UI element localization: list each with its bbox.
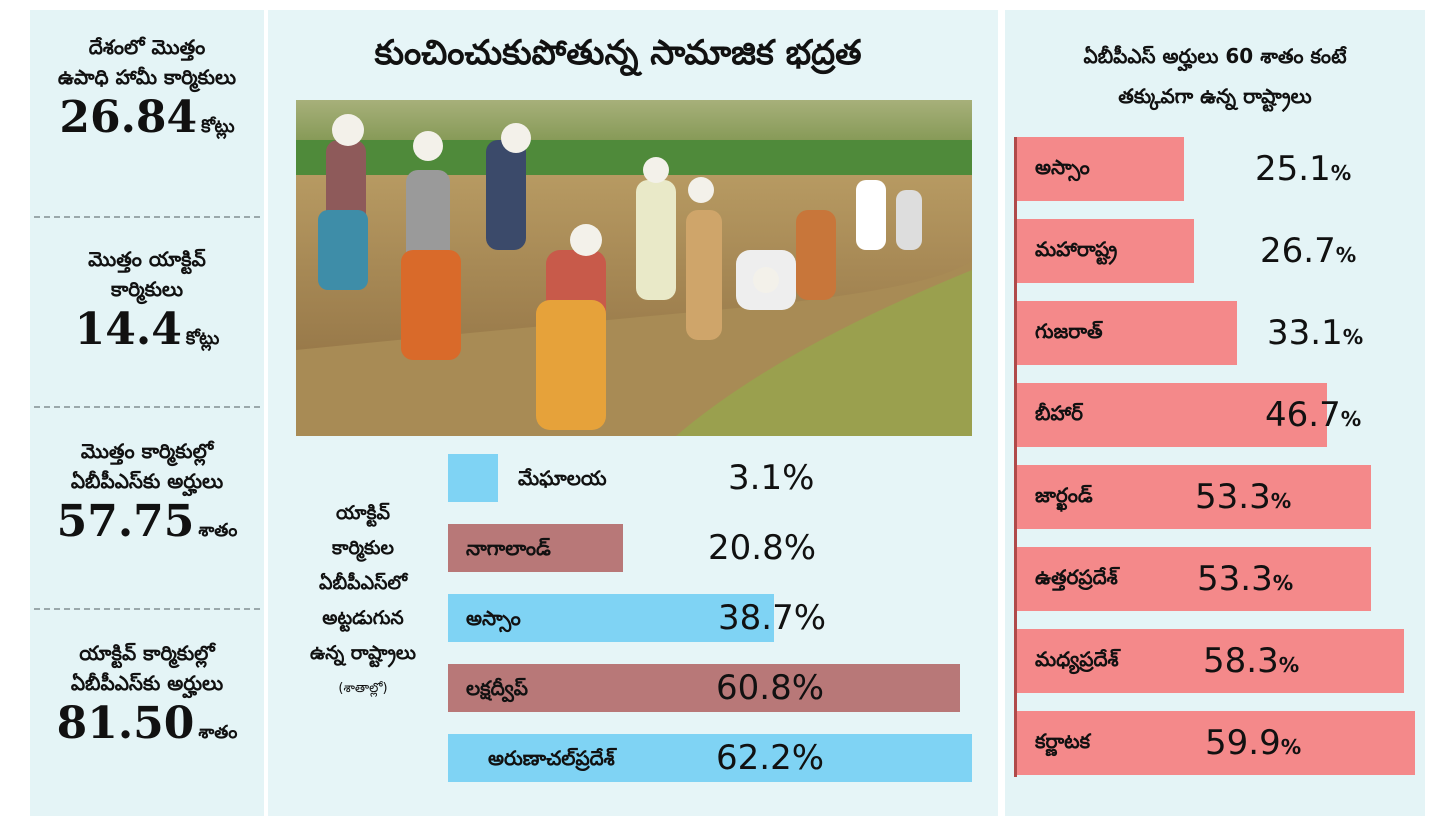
divider (34, 406, 260, 408)
stat-abps-eligible-active: యాక్టివ్ కార్మికుల్లో ఏబీపీఎస్‌కు అర్హుల… (30, 638, 264, 759)
bar (448, 524, 624, 572)
bar-value-label: 3.1% (728, 458, 815, 498)
stat-total-workers: దేశంలో మొత్తం ఉపాధి హామీ కార్మికులు 26.8… (30, 32, 264, 153)
workers-field-photo (296, 100, 972, 436)
bar-category-label: అస్సాం (1035, 155, 1090, 179)
bar-value-label: 58.3% (1203, 641, 1300, 681)
left-stats-panel: దేశంలో మొత్తం ఉపాధి హామీ కార్మికులు 26.8… (30, 10, 264, 816)
page-title: కుంచించుకుపోతున్న సామాజిక భద్రత (374, 33, 862, 73)
stat-unit: కోట్లు (201, 116, 235, 137)
bar-value-label: 53.3% (1197, 559, 1294, 599)
bar (1017, 547, 1372, 611)
stat-value-row: 81.50 శాతం (30, 698, 264, 759)
caption-line: కార్మికుల (332, 537, 394, 559)
stat-number: 57.75 (56, 496, 195, 547)
bar (1017, 465, 1372, 529)
bar-category-label: లక్షద్వీప్ (466, 676, 528, 700)
stat-abps-eligible-total: మొత్తం కార్మికుల్లో ఏబీపీఎస్‌కు అర్హులు … (30, 436, 264, 557)
stat-label-line: ఏబీపీఎస్‌కు అర్హులు (70, 671, 224, 695)
middle-panel: కుంచించుకుపోతున్న సామాజిక భద్రత (268, 10, 998, 816)
bar-category-label: అరుణాచల్‌ప్రదేశ్ (488, 746, 615, 770)
bar-value-label: 20.8% (708, 528, 817, 568)
stat-value-row: 57.75 శాతం (30, 496, 264, 557)
bar-category-label: జార్ఖండ్ (1035, 483, 1093, 507)
bar-value-label: 62.2% (716, 738, 825, 778)
bar-category-label: అస్సాం (466, 606, 521, 630)
divider (34, 608, 260, 610)
bar (448, 734, 972, 782)
bar-category-label: గుజరాత్ (1035, 319, 1103, 343)
divider (34, 216, 260, 218)
bar-value-label: 59.9% (1205, 723, 1302, 763)
bar-value-label: 46.7% (1265, 395, 1362, 435)
bar (1017, 301, 1237, 365)
stat-label-line: ఉపాధి హామీ కార్మికులు (57, 65, 237, 89)
stat-label-line: యాక్టివ్ కార్మికుల్లో (79, 641, 215, 665)
bar-category-label: మేఘాలయ (518, 466, 607, 490)
stat-label-line: దేశంలో మొత్తం (88, 35, 206, 59)
stat-unit: శాతం (198, 520, 238, 541)
right-chart-axis (1014, 137, 1017, 777)
caption-line: ఏబీపీఎస్‌లో (318, 572, 408, 594)
stat-label-line: మొత్తం కార్మికుల్లో (80, 439, 214, 463)
stat-label-line: మొత్తం యాక్టివ్ (88, 247, 206, 271)
bar (448, 664, 961, 712)
caption-line: యాక్టివ్ (335, 502, 391, 524)
stat-number: 14.4 (74, 304, 182, 355)
stat-value-row: 26.84 కోట్లు (30, 92, 264, 153)
bar-value-label: 25.1% (1255, 149, 1352, 189)
bar (1017, 711, 1415, 775)
bar-category-label: నాగాలాండ్ (466, 536, 551, 560)
mid-chart-caption: యాక్టివ్ కార్మికుల ఏబీపీఎస్‌లో అట్టడుగున… (288, 496, 438, 706)
stat-number: 26.84 (59, 92, 198, 143)
right-panel: ఏబీపీఎస్ అర్హులు 60 శాతం కంటే తక్కువగా ఉ… (1005, 10, 1425, 816)
caption-line: అట్టడుగున (322, 607, 404, 629)
stat-active-workers: మొత్తం యాక్టివ్ కార్మికులు 14.4 కోట్లు (30, 244, 264, 365)
right-chart-title: ఏబీపీఎస్ అర్హులు 60 శాతం కంటే తక్కువగా ఉ… (1005, 36, 1425, 116)
caption-line: ఉన్న రాష్ట్రాలు (310, 642, 416, 664)
bar (1017, 219, 1195, 283)
bar-value-label: 26.7% (1260, 231, 1357, 271)
bar-category-label: మధ్యప్రదేశ్ (1035, 647, 1119, 671)
bar-value-label: 53.3% (1195, 477, 1292, 517)
caption-note: (శాతాల్లో) (338, 681, 388, 696)
bar-category-label: బీహార్ (1035, 401, 1083, 425)
bar (448, 594, 775, 642)
bar (1017, 629, 1405, 693)
bar-value-label: 38.7% (718, 598, 827, 638)
right-title-line: ఏబీపీఎస్ అర్హులు 60 శాతం కంటే (1083, 44, 1347, 68)
right-title-line: తక్కువగా ఉన్న రాష్ట్రాలు (1118, 84, 1312, 108)
bar (1017, 137, 1184, 201)
bar (1017, 383, 1328, 447)
bar-value-label: 60.8% (716, 668, 825, 708)
stat-unit: శాతం (198, 722, 238, 743)
bar (448, 454, 498, 502)
stat-number: 81.50 (56, 698, 195, 749)
bar-category-label: మహారాష్ట్ర (1035, 237, 1118, 261)
stat-value-row: 14.4 కోట్లు (30, 304, 264, 365)
stat-label-line: కార్మికులు (110, 277, 184, 301)
stat-label-line: ఏబీపీఎస్‌కు అర్హులు (70, 469, 224, 493)
bar-category-label: కర్ణాటక (1035, 729, 1091, 753)
bar-value-label: 33.1% (1267, 313, 1364, 353)
stat-unit: కోట్లు (185, 328, 220, 349)
bar-category-label: ఉత్తరప్రదేశ్ (1035, 565, 1118, 589)
